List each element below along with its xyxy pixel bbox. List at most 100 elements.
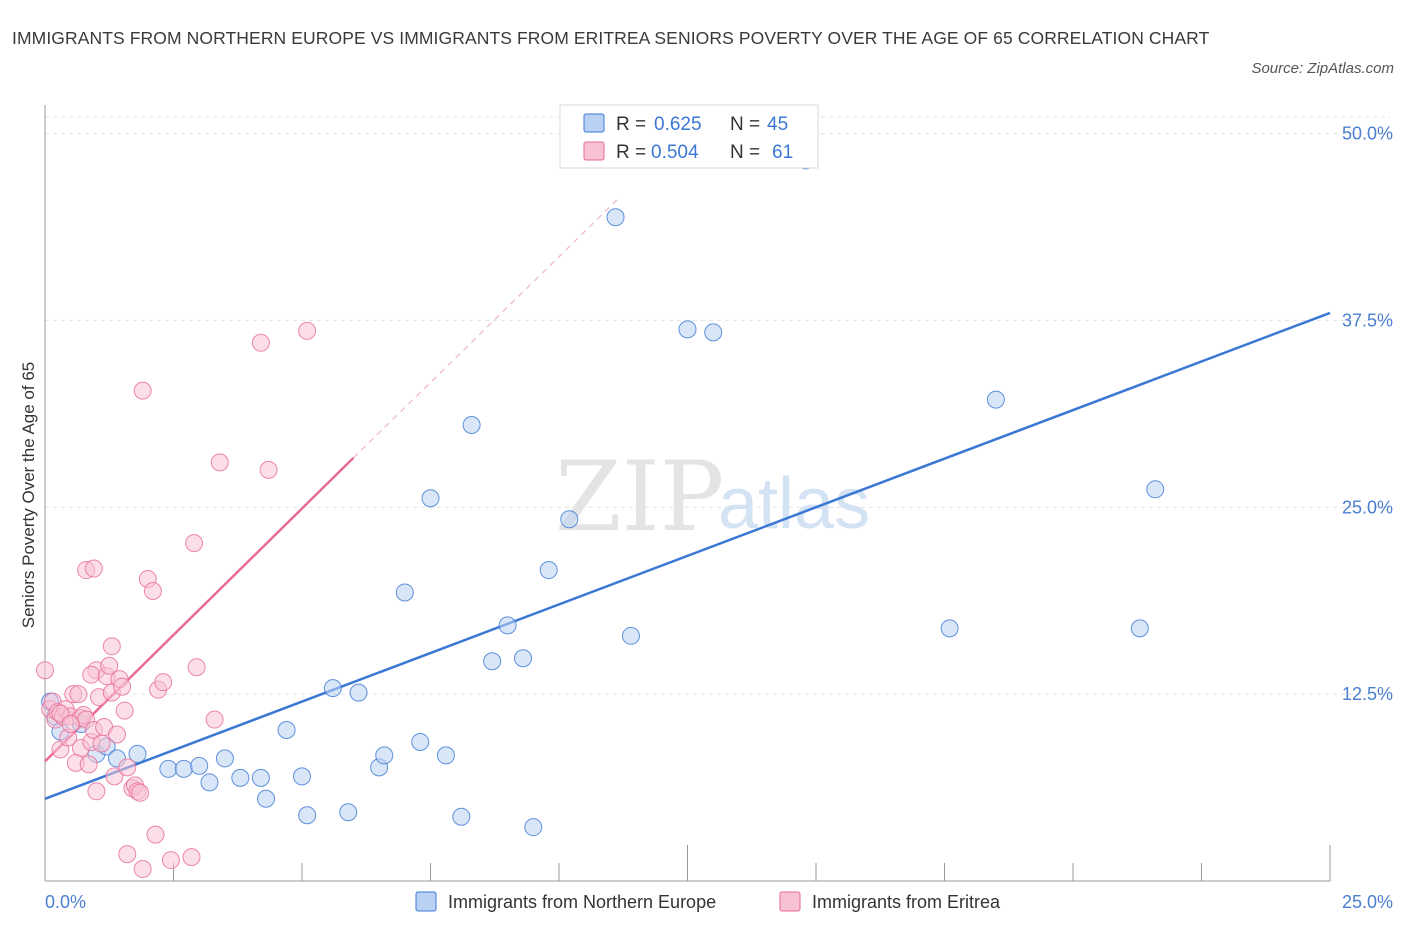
- point-eritrea: [133, 381, 152, 400]
- source-credit: Source: ZipAtlas.com: [1251, 60, 1394, 77]
- point-eritrea: [298, 321, 317, 340]
- point-eritrea: [105, 767, 124, 786]
- point-northern-europe: [411, 732, 430, 751]
- legend-label-northern-europe: Immigrants from Northern Europe: [448, 892, 716, 912]
- legend-n-label: N =: [730, 114, 760, 135]
- point-eritrea: [146, 825, 165, 844]
- point-eritrea: [36, 661, 54, 680]
- point-northern-europe: [483, 652, 502, 671]
- watermark-atlas: atlas: [718, 464, 870, 544]
- point-eritrea: [102, 637, 121, 656]
- y-tick-label: 25.0%: [1342, 497, 1393, 517]
- point-eritrea: [133, 860, 152, 879]
- point-northern-europe: [940, 619, 959, 638]
- data-points: [36, 151, 1165, 879]
- point-eritrea: [251, 333, 270, 352]
- point-eritrea: [79, 755, 98, 774]
- point-northern-europe: [621, 626, 640, 645]
- point-northern-europe: [174, 759, 193, 778]
- trend-lines: [44, 195, 1331, 800]
- point-northern-europe: [395, 583, 414, 602]
- point-northern-europe: [200, 773, 219, 792]
- point-northern-europe: [375, 746, 394, 765]
- point-eritrea: [100, 656, 119, 675]
- stats-legend: R = 0.625 N = 45 R = 0.504 N = 61: [559, 104, 819, 169]
- trend-line-northern-europe: [44, 311, 1331, 800]
- point-eritrea: [61, 715, 80, 734]
- point-northern-europe: [1130, 619, 1149, 638]
- point-eritrea: [185, 534, 204, 553]
- point-eritrea: [143, 581, 162, 600]
- point-northern-europe: [293, 767, 311, 786]
- legend-r-value: 0.625: [654, 114, 702, 135]
- point-northern-europe: [1146, 480, 1165, 499]
- y-tick-label: 12.5%: [1342, 684, 1393, 704]
- legend-swatch-blue: [583, 113, 605, 133]
- x-tick-label-min: 0.0%: [45, 892, 86, 912]
- point-northern-europe: [128, 744, 147, 763]
- point-northern-europe: [498, 616, 517, 635]
- point-eritrea: [210, 453, 229, 472]
- point-eritrea: [187, 658, 206, 677]
- legend-r-label: R =: [616, 142, 646, 163]
- point-eritrea: [82, 665, 101, 684]
- point-eritrea: [161, 851, 180, 870]
- point-northern-europe: [277, 721, 296, 740]
- legend-swatch-eritrea: [779, 891, 801, 912]
- watermark: ZIP atlas: [555, 441, 870, 553]
- point-northern-europe: [339, 803, 358, 822]
- point-eritrea: [182, 848, 201, 867]
- point-eritrea: [115, 701, 134, 720]
- legend-n-value: 61: [772, 142, 793, 163]
- y-axis-title: Seniors Poverty Over the Age of 65: [19, 362, 38, 628]
- point-northern-europe: [539, 561, 558, 580]
- point-eritrea: [118, 845, 137, 864]
- point-northern-europe: [251, 768, 270, 787]
- point-northern-europe: [986, 390, 1005, 409]
- point-northern-europe: [159, 759, 178, 778]
- y-tick-label: 37.5%: [1342, 310, 1393, 330]
- point-eritrea: [113, 677, 132, 696]
- y-tick-labels: 12.5% 25.0% 37.5% 50.0%: [1342, 124, 1393, 705]
- point-eritrea: [84, 559, 103, 578]
- point-northern-europe: [462, 416, 481, 435]
- point-eritrea: [118, 758, 137, 777]
- point-northern-europe: [606, 208, 625, 227]
- point-northern-europe: [560, 510, 579, 529]
- y-tick-label: 50.0%: [1342, 124, 1393, 144]
- point-northern-europe: [298, 806, 317, 825]
- point-eritrea: [69, 685, 88, 704]
- point-eritrea: [131, 783, 150, 802]
- point-eritrea: [107, 725, 126, 744]
- axes: [44, 105, 1331, 882]
- chart-title: IMMIGRANTS FROM NORTHERN EUROPE VS IMMIG…: [12, 28, 1210, 48]
- point-northern-europe: [190, 756, 209, 775]
- point-northern-europe: [349, 683, 368, 702]
- point-northern-europe: [452, 807, 471, 826]
- point-northern-europe: [514, 649, 533, 668]
- legend-r-value: 0.504: [651, 142, 699, 163]
- legend-label-eritrea: Immigrants from Eritrea: [812, 892, 1001, 912]
- point-northern-europe: [704, 323, 723, 342]
- legend-r-label: R =: [616, 114, 646, 135]
- point-eritrea: [259, 460, 278, 479]
- legend-swatch-pink: [583, 141, 605, 161]
- watermark-zip: ZIP: [555, 441, 724, 553]
- gridlines: [45, 116, 1390, 695]
- legend-swatch-northern-europe: [415, 891, 437, 912]
- point-northern-europe: [257, 789, 276, 808]
- point-eritrea: [87, 782, 106, 801]
- point-northern-europe: [678, 320, 697, 339]
- series-legend: Immigrants from Northern Europe Immigran…: [415, 891, 1001, 912]
- point-northern-europe: [323, 679, 342, 698]
- point-eritrea: [205, 710, 224, 729]
- point-eritrea: [154, 673, 173, 692]
- point-northern-europe: [231, 768, 250, 787]
- trend-line-eritrea-extension: [352, 195, 622, 459]
- point-northern-europe: [436, 746, 455, 765]
- point-northern-europe: [421, 489, 440, 508]
- x-tick-label-max: 25.0%: [1342, 892, 1393, 912]
- point-northern-europe: [215, 749, 234, 768]
- legend-n-value: 45: [767, 114, 788, 135]
